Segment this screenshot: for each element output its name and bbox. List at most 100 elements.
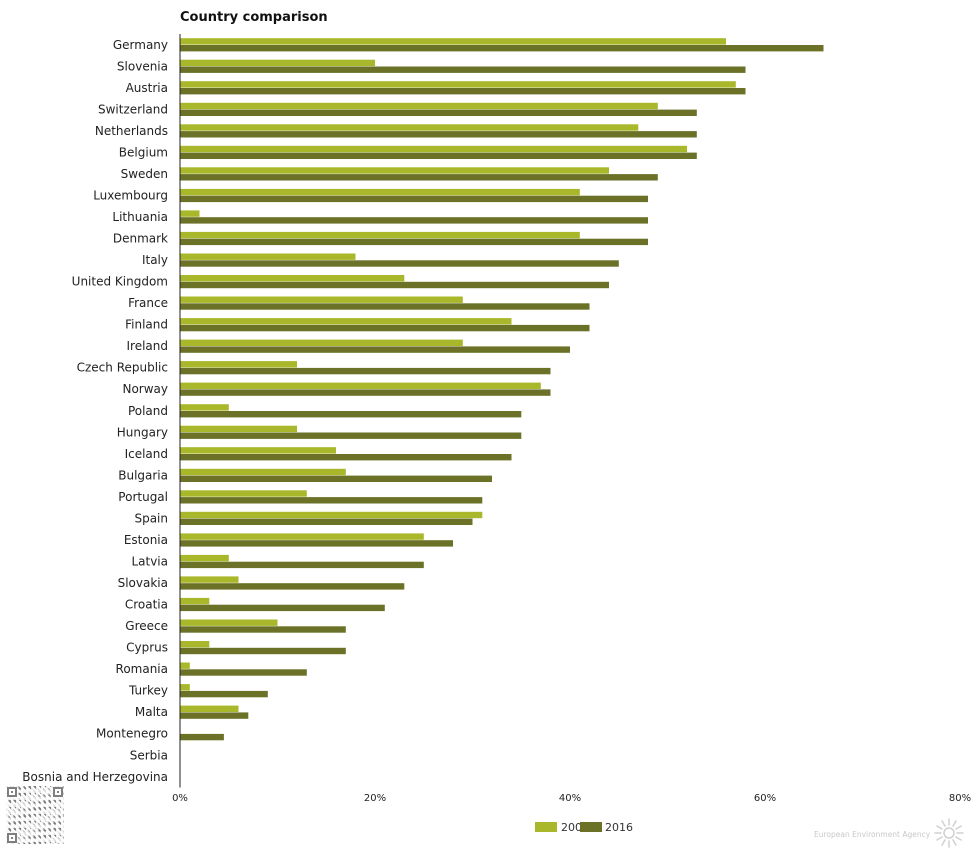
- bar-series-0: [180, 318, 512, 325]
- category-label: Slovakia: [118, 576, 168, 590]
- x-tick-label: 40%: [559, 793, 581, 804]
- bar-series-1: [180, 346, 570, 353]
- bar-series-1: [180, 733, 224, 741]
- category-label: Croatia: [125, 598, 168, 612]
- category-label: Romania: [116, 662, 168, 676]
- bar-series-1: [180, 432, 522, 439]
- category-label: United Kingdom: [72, 275, 168, 289]
- sun-ray: [955, 836, 962, 841]
- bar-series-0: [180, 447, 336, 454]
- bar-series-0: [180, 705, 239, 712]
- credit-text: European Environment Agency: [814, 830, 931, 839]
- category-label: Norway: [122, 382, 168, 396]
- bar-series-1: [180, 712, 249, 719]
- bar-series-1: [180, 45, 824, 52]
- bar-series-1: [180, 690, 268, 698]
- bar-series-0: [180, 81, 736, 88]
- axes: 0% 20% 40% 60% 80%: [172, 34, 971, 804]
- bar-series-1: [180, 454, 512, 461]
- bar-series-0: [180, 231, 580, 239]
- category-label: Switzerland: [98, 102, 168, 116]
- bar-series-1: [180, 303, 590, 310]
- bar-series-1: [180, 497, 483, 504]
- bar-series-0: [180, 554, 229, 562]
- bar-series-1: [180, 174, 658, 181]
- category-label: Turkey: [128, 684, 168, 698]
- sun-core: [943, 827, 955, 839]
- sun-icon: [934, 818, 964, 848]
- category-label: Luxembourg: [93, 189, 168, 203]
- legend-swatch: [535, 822, 557, 832]
- bar-series-0: [180, 404, 229, 411]
- bar-series-0: [180, 533, 424, 540]
- bar-series-1: [180, 152, 697, 159]
- bar-series-1: [180, 626, 346, 633]
- bar-series-1: [180, 561, 424, 569]
- bar-series-1: [180, 260, 619, 267]
- bar-series-0: [180, 38, 726, 45]
- sun-ray: [955, 825, 962, 830]
- x-tick-label: 0%: [172, 793, 188, 804]
- category-label: Portugal: [118, 490, 168, 504]
- legend-label: 200: [561, 821, 582, 834]
- category-label: Austria: [126, 81, 168, 95]
- bar-series-1: [180, 411, 522, 418]
- category-label: Denmark: [113, 232, 168, 246]
- sun-ray: [941, 820, 946, 827]
- category-label: Poland: [128, 404, 168, 418]
- bar-series-1: [180, 389, 551, 396]
- bar-series-0: [180, 641, 210, 648]
- category-label: Czech Republic: [77, 361, 168, 375]
- chart-title: Country comparison: [180, 10, 328, 25]
- category-label: Bosnia and Herzegovina: [22, 770, 168, 784]
- bar-series-1: [180, 583, 405, 590]
- category-label: Latvia: [131, 555, 168, 569]
- bar-series-1: [180, 669, 307, 676]
- category-labels: Germany Slovenia Austria Switzerland Netherl…: [22, 38, 168, 784]
- qr-code-icon: [6, 786, 64, 844]
- bar-series-1: [180, 131, 697, 138]
- legend-label: 2016: [605, 821, 633, 834]
- category-label: Iceland: [125, 447, 168, 461]
- category-label: Lithuania: [112, 210, 168, 224]
- bar-series-1: [180, 88, 746, 95]
- sun-ray: [952, 820, 957, 827]
- legend-swatch: [580, 822, 602, 832]
- bar-series-1: [180, 475, 492, 482]
- bar-series-0: [180, 597, 210, 605]
- category-label: Spain: [134, 511, 168, 525]
- category-label: Malta: [135, 705, 168, 719]
- bar-series-0: [180, 188, 580, 196]
- category-label: Belgium: [119, 145, 168, 159]
- category-label: Italy: [142, 253, 168, 267]
- x-tick-label: 60%: [754, 793, 776, 804]
- sun-ray: [941, 839, 946, 846]
- bar-series-1: [180, 540, 453, 547]
- x-tick-label: 80%: [949, 793, 971, 804]
- bar-series-0: [180, 490, 307, 497]
- bar-series-0: [180, 253, 356, 260]
- legend: 200 2016: [535, 821, 633, 834]
- bar-series-0: [180, 167, 609, 174]
- bar-series-0: [180, 145, 687, 153]
- category-label: Finland: [125, 318, 168, 332]
- x-tick-label: 20%: [364, 793, 386, 804]
- bar-series-0: [180, 361, 297, 368]
- bar-series-1: [180, 195, 648, 203]
- sun-ray: [936, 825, 943, 830]
- credit: European Environment Agency: [814, 818, 964, 848]
- bar-series-0: [180, 425, 297, 433]
- category-label: France: [128, 296, 168, 310]
- category-label: Greece: [125, 619, 168, 633]
- bar-series-0: [180, 59, 375, 67]
- category-label: Slovenia: [117, 59, 168, 73]
- bar-series-1: [180, 109, 697, 116]
- bar-series-1: [180, 604, 385, 612]
- qr-finder-mark: [7, 833, 17, 843]
- bar-series-0: [180, 102, 658, 110]
- category-label: Germany: [113, 38, 168, 52]
- bar-series-0: [180, 382, 541, 389]
- bar-series-1: [180, 324, 590, 332]
- sun-ray: [936, 836, 943, 841]
